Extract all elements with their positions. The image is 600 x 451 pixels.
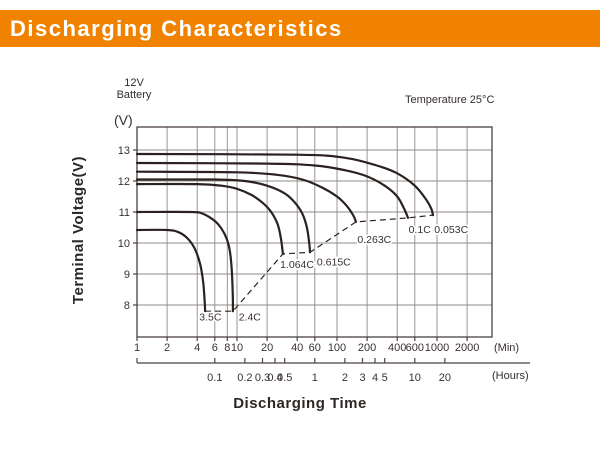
curve-label-2.4C: 2.4C [239,312,262,324]
curve-label-0.615C: 0.615C [317,256,351,268]
x-tick-label-hours: 0.3 [255,372,270,384]
x-tick-label-hours: 0.5 [277,372,292,384]
curve-2.4C [135,210,235,313]
x-tick-label-hours: 1 [312,372,318,384]
x-tick-label-hours: 10 [409,372,421,384]
x-tick-label-min: 6 [212,342,218,354]
x-tick-label-hours: 2 [342,372,348,384]
min-unit-label: (Min) [494,342,520,354]
x-tick-label-min: 8 [224,342,230,354]
x-tick-label-min: 200 [358,342,376,354]
x-tick-label-min: 100 [328,342,346,354]
x-tick-label-min: 1000 [425,342,449,354]
x-tick-label-hours: 20 [439,372,451,384]
curve-label-3.5C: 3.5C [199,312,222,324]
x-axis-title: Discharging Time [233,395,367,412]
x-tick-label-min: 10 [231,342,243,354]
voltage-unit-label: (V) [114,112,133,128]
curve-0.1C [135,161,410,219]
battery-type-label: 12V Battery [112,77,156,101]
x-tick-label-hours: 0.1 [207,372,222,384]
y-tick-label: 11 [119,207,130,219]
x-tick-label-hours: 0.4 [267,372,282,384]
x-tick-label-hours: 4 [372,372,378,384]
y-tick-label: 9 [124,269,130,281]
page-title: Discharging Characteristics [10,15,343,41]
battery-type-line2: Battery [116,89,152,101]
y-axis-title: Terminal Voltage(V) [70,155,87,305]
curve-0.263C [135,170,358,223]
y-tick-label: 13 [118,145,130,157]
curve-0.615C [135,178,312,254]
x-tick-label-hours: 3 [359,372,365,384]
x-tick-label-min: 2 [164,342,170,354]
curve-label-0.263C: 0.263C [357,234,391,246]
curve-label-1.064C: 1.064C [280,259,314,271]
hours-unit-label: (Hours) [492,370,529,382]
x-tick-label-min: 40 [291,342,303,354]
x-tick-label-min: 600 [406,342,424,354]
x-tick-label-hours: 5 [382,372,388,384]
curve-0.053C [135,152,435,217]
x-tick-label-min: 20 [261,342,273,354]
battery-type-line1: 12V [124,77,144,89]
curve-label-0.053C: 0.053C [434,224,468,236]
y-tick-label: 8 [124,300,130,312]
x-tick-label-min: 60 [309,342,321,354]
page-header: Discharging Characteristics [0,10,600,47]
temperature-label: Temperature 25°C [405,94,495,106]
x-tick-label-min: 2000 [455,342,479,354]
x-tick-label-min: 1 [134,342,140,354]
x-tick-label-hours: 0.2 [237,372,252,384]
x-tick-label-min: 400 [388,342,406,354]
x-tick-label-min: 4 [194,342,200,354]
curve-1.064C [135,182,284,255]
y-tick-label: 10 [118,238,130,250]
curve-label-0.1C: 0.1C [409,224,432,236]
curve-3.5C [135,228,207,313]
y-tick-label: 12 [118,176,130,188]
